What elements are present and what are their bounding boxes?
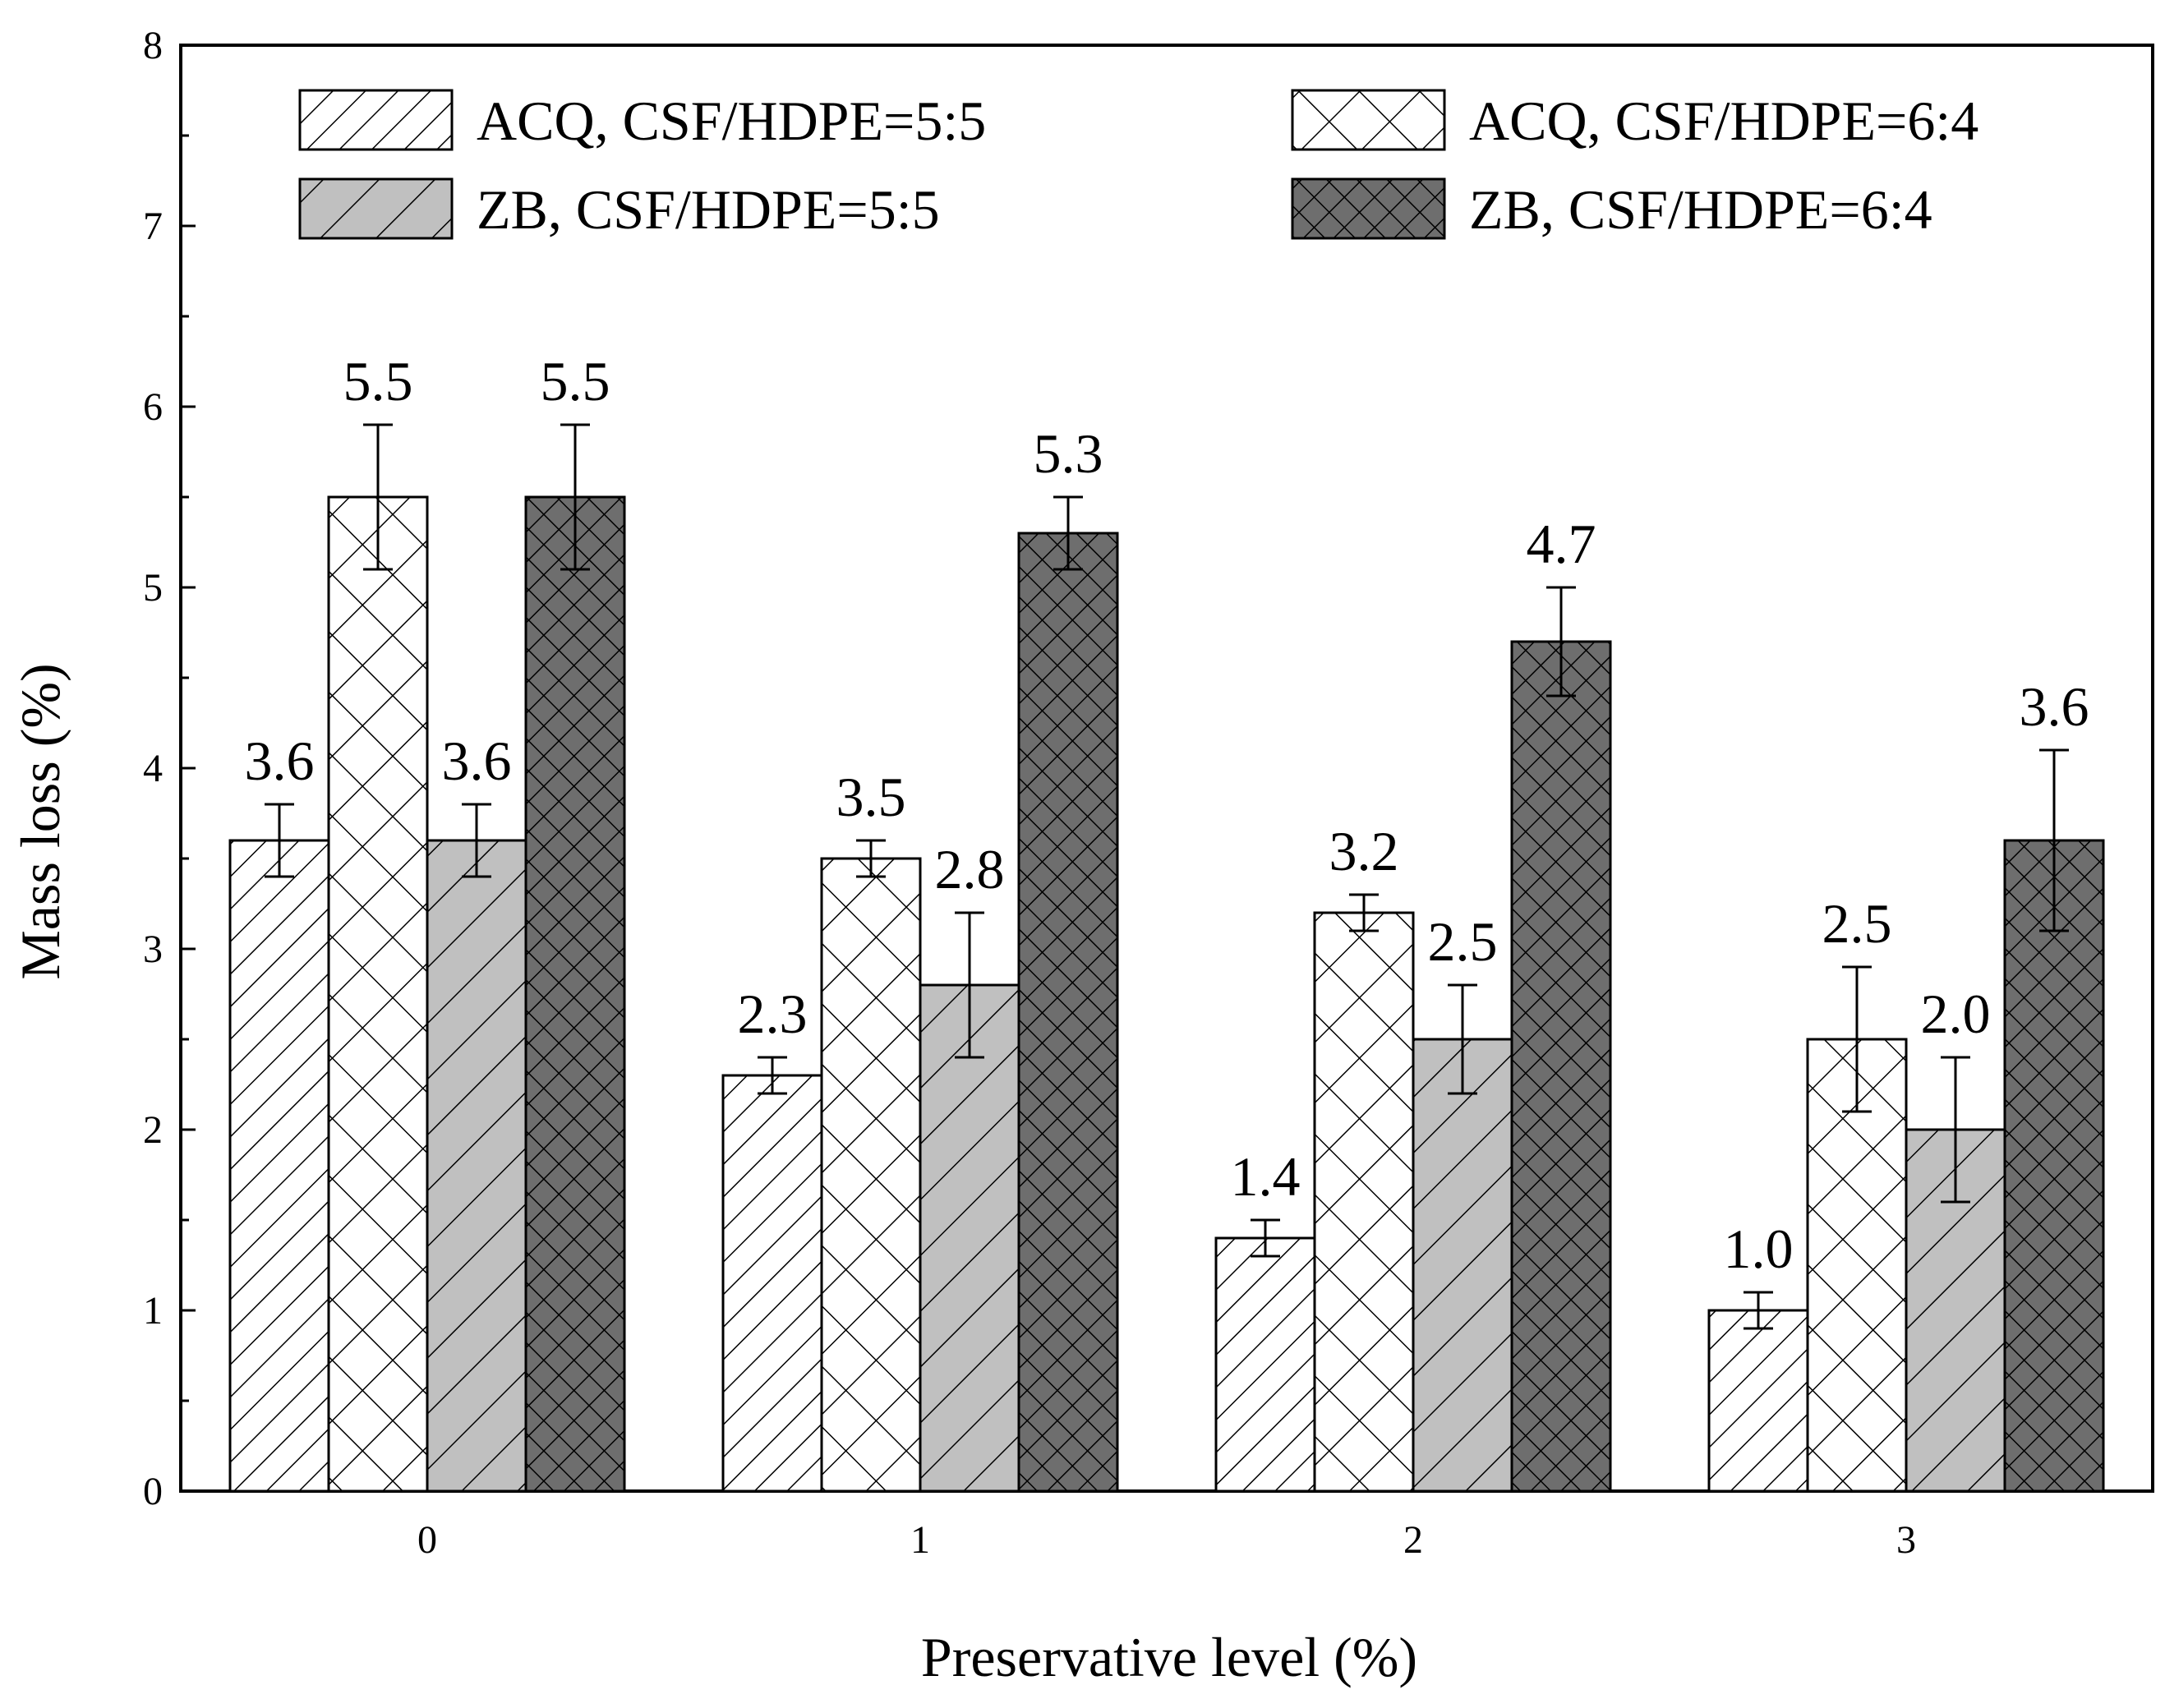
y-tick-label: 0	[143, 1470, 163, 1513]
data-label: 5.3	[1034, 422, 1103, 485]
bar	[1707, 1309, 1809, 1493]
y-tick-label: 4	[143, 747, 163, 790]
bar	[1806, 1038, 1908, 1493]
data-label: 3.6	[2020, 675, 2089, 738]
data-label: 2.5	[1428, 910, 1498, 973]
bar	[524, 495, 626, 1493]
y-axis: 0 1 2 3 4 5 6 7 8	[143, 24, 196, 1513]
bar	[426, 839, 527, 1493]
series-1: 5.5 3.5 3.2 2.5	[327, 350, 1908, 1493]
data-label: 3.5	[836, 766, 906, 828]
data-label: 1.4	[1231, 1145, 1301, 1208]
data-label: 4.7	[1527, 513, 1596, 575]
legend-item: ACQ, CSF/HDPE=5:5	[298, 89, 986, 152]
y-tick-label: 8	[143, 24, 163, 67]
x-tick-label: 3	[1896, 1518, 1916, 1562]
bar	[327, 495, 429, 1493]
legend-swatch	[298, 177, 454, 240]
legend-label: ACQ, CSF/HDPE=6:4	[1469, 90, 1978, 152]
legend-label: ZB, CSF/HDPE=6:4	[1469, 178, 1932, 241]
x-axis: 0 1 2 3	[417, 1476, 1916, 1562]
data-label: 2.0	[1921, 983, 1991, 1045]
series-0: 3.6 2.3 1.4 1.0	[228, 730, 1809, 1493]
data-label: 2.3	[738, 983, 808, 1045]
bar	[2003, 839, 2105, 1493]
legend-item: ZB, CSF/HDPE=5:5	[298, 177, 940, 241]
y-axis-title: Mass loss (%)	[9, 663, 71, 979]
y-tick-label: 6	[143, 385, 163, 429]
legend-swatch	[1291, 177, 1446, 240]
legend-swatch	[298, 89, 454, 151]
series-2: 3.6 2.8 2.5 2.0	[426, 730, 2006, 1493]
x-tick-label: 1	[910, 1518, 930, 1562]
x-axis-title: Preservative level (%)	[921, 1626, 1417, 1688]
y-tick-label: 5	[143, 566, 163, 610]
data-label: 2.5	[1822, 892, 1892, 955]
y-tick-label: 1	[143, 1289, 163, 1333]
bar	[1214, 1236, 1316, 1493]
x-tick-label: 0	[417, 1518, 437, 1562]
x-tick-label: 2	[1403, 1518, 1423, 1562]
series-3: 5.5 5.3 4.7 3.6	[524, 350, 2105, 1493]
data-label: 3.2	[1329, 820, 1399, 882]
bar	[1510, 640, 1612, 1493]
data-label: 5.5	[343, 350, 413, 412]
bars: 3.62.31.41.05.53.53.22.53.62.82.52.05.55…	[228, 350, 2105, 1493]
data-label: 5.5	[541, 350, 610, 412]
data-label: 2.8	[935, 838, 1005, 900]
bar	[820, 857, 922, 1493]
y-tick-label: 7	[143, 205, 163, 248]
data-label: 3.6	[245, 730, 315, 792]
y-tick-label: 2	[143, 1108, 163, 1152]
bar	[919, 983, 1020, 1493]
y-tick-label: 3	[143, 928, 163, 971]
legend-swatch	[1291, 89, 1446, 151]
data-label: 3.6	[442, 730, 512, 792]
bar	[1017, 532, 1119, 1493]
legend-item: ZB, CSF/HDPE=6:4	[1291, 177, 1932, 241]
legend-label: ZB, CSF/HDPE=5:5	[477, 178, 940, 241]
legend: ACQ, CSF/HDPE=5:5 ACQ, CSF/HDPE=6:4 ZB, CS…	[298, 89, 1978, 241]
bar	[1412, 1038, 1513, 1493]
bar	[721, 1074, 823, 1493]
bar	[1313, 911, 1415, 1493]
legend-item: ACQ, CSF/HDPE=6:4	[1291, 89, 1978, 152]
legend-label: ACQ, CSF/HDPE=5:5	[477, 90, 986, 152]
data-label: 1.0	[1724, 1218, 1794, 1280]
bar	[228, 839, 330, 1493]
